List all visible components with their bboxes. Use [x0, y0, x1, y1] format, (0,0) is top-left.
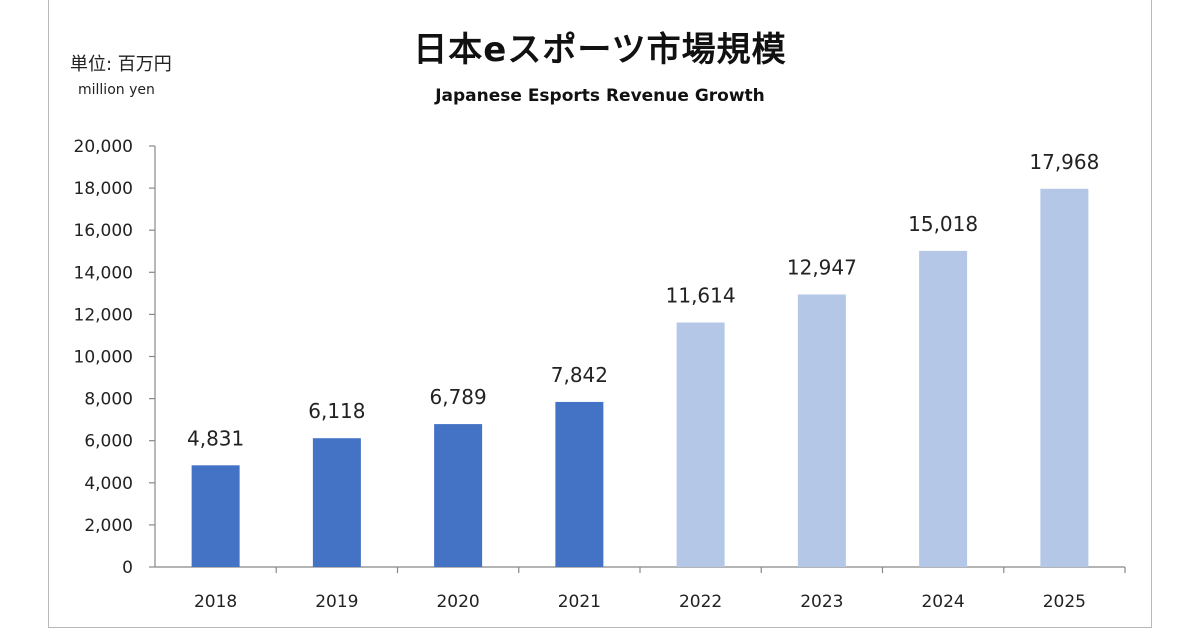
bar: [1040, 188, 1089, 567]
x-tick-label: 2024: [921, 592, 964, 612]
data-label: 6,789: [429, 385, 486, 409]
data-label: 12,947: [787, 255, 857, 279]
y-tick-label: 2,000: [84, 516, 133, 536]
data-label: 6,118: [308, 399, 365, 423]
bar: [797, 294, 846, 567]
chart-frame: [48, 0, 1152, 628]
bar: [676, 322, 725, 567]
x-tick-label: 2025: [1043, 592, 1086, 612]
x-tick-label: 2023: [800, 592, 843, 612]
y-tick-label: 14,000: [74, 263, 133, 283]
y-tick-label: 16,000: [74, 221, 133, 241]
chart-title: 日本eスポーツ市場規模: [413, 30, 787, 70]
y-tick-label: 0: [122, 558, 133, 578]
chart-subtitle: Japanese Esports Revenue Growth: [435, 86, 765, 106]
y-tick-label: 10,000: [74, 348, 133, 368]
unit-label-en: million yen: [78, 82, 155, 98]
data-label: 7,842: [551, 363, 608, 387]
bar: [191, 465, 240, 567]
bar: [555, 401, 604, 567]
y-tick-label: 12,000: [74, 305, 133, 325]
y-tick-label: 18,000: [74, 179, 133, 199]
x-tick-label: 2020: [436, 592, 479, 612]
x-tick-label: 2021: [558, 592, 601, 612]
data-label: 11,614: [666, 284, 736, 308]
x-tick-label: 2019: [315, 592, 358, 612]
bar: [919, 250, 968, 567]
data-label: 17,968: [1029, 150, 1099, 174]
x-tick-label: 2022: [679, 592, 722, 612]
y-tick-label: 20,000: [74, 137, 133, 157]
y-tick-label: 6,000: [84, 432, 133, 452]
bar: [434, 424, 483, 567]
x-tick-label: 2018: [194, 592, 237, 612]
y-tick-label: 4,000: [84, 474, 133, 494]
data-label: 4,831: [187, 426, 244, 450]
y-tick-label: 8,000: [84, 390, 133, 410]
data-label: 15,018: [908, 212, 978, 236]
bar: [312, 438, 361, 567]
unit-label-jp: 単位: 百万円: [70, 54, 172, 75]
